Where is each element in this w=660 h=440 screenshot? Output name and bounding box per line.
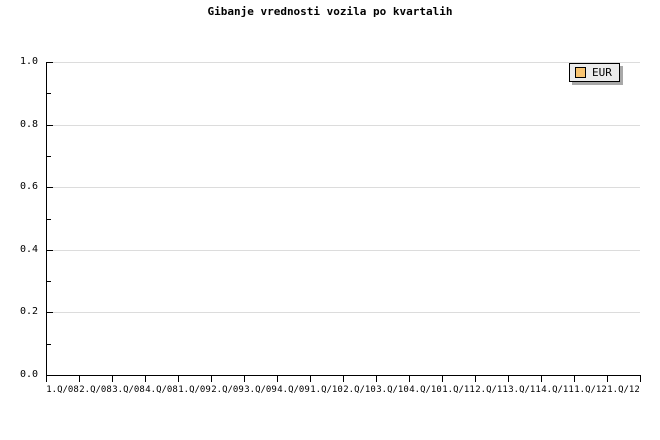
x-axis-label: 4.Q/10 — [409, 385, 442, 395]
x-axis-tick — [244, 376, 245, 382]
y-axis-label: 1.0 — [19, 56, 38, 67]
gridline — [47, 125, 640, 126]
x-axis-label: 1.Q/08 — [46, 385, 79, 395]
y-axis-minor-tick — [47, 281, 51, 282]
x-axis-tick — [343, 376, 344, 382]
legend-label-eur: EUR — [592, 66, 612, 79]
y-axis-minor-tick — [47, 344, 51, 345]
x-axis-label: 3.Q/09 — [244, 385, 277, 395]
y-axis-tick — [47, 375, 53, 376]
y-axis-tick — [47, 187, 53, 188]
x-axis-tick — [574, 376, 575, 382]
y-axis-label: 0.8 — [19, 119, 38, 130]
x-axis-tick — [211, 376, 212, 382]
plot-area — [46, 62, 640, 375]
y-axis-label: 0.6 — [19, 181, 38, 192]
y-axis-label: 0.2 — [19, 306, 38, 317]
x-axis-label: 3.Q/11 — [508, 385, 541, 395]
legend-swatch-eur — [575, 67, 586, 78]
x-axis-label: 2.Q/08 — [79, 385, 112, 395]
x-axis-label: 3.Q/08 — [112, 385, 145, 395]
y-axis-minor-tick — [47, 93, 51, 94]
y-axis-tick — [47, 62, 53, 63]
x-axis-line — [46, 375, 641, 376]
gridline — [47, 62, 640, 63]
x-axis-label: 1.Q/12 — [607, 385, 640, 395]
x-axis-tick — [640, 376, 641, 382]
x-axis-label: 4.Q/08 — [145, 385, 178, 395]
x-axis-label: 1.Q/09 — [178, 385, 211, 395]
x-axis-label: 1.Q/11 — [442, 385, 475, 395]
x-axis-tick — [310, 376, 311, 382]
x-axis-tick — [409, 376, 410, 382]
x-axis-tick — [178, 376, 179, 382]
y-axis-minor-tick — [47, 219, 51, 220]
x-axis-tick — [508, 376, 509, 382]
y-axis-label: 0.0 — [19, 369, 38, 380]
x-axis-label: 4.Q/09 — [277, 385, 310, 395]
x-axis-tick — [46, 376, 47, 382]
chart-title: Gibanje vrednosti vozila po kvartalih — [207, 5, 453, 18]
gridline — [47, 250, 640, 251]
gridline — [47, 187, 640, 188]
x-axis-label: 1.Q/10 — [310, 385, 343, 395]
x-axis-tick — [112, 376, 113, 382]
y-axis-line — [46, 62, 47, 376]
x-axis-tick — [277, 376, 278, 382]
x-axis-tick — [442, 376, 443, 382]
x-axis-label: 2.Q/10 — [343, 385, 376, 395]
x-axis-tick — [541, 376, 542, 382]
x-axis-label: 4.Q/11 — [541, 385, 574, 395]
y-axis-minor-tick — [47, 156, 51, 157]
x-axis-tick — [376, 376, 377, 382]
x-axis-tick — [607, 376, 608, 382]
y-axis-tick — [47, 312, 53, 313]
x-axis-tick — [475, 376, 476, 382]
chart-legend[interactable]: EUR — [569, 63, 620, 82]
x-axis-label: 2.Q/09 — [211, 385, 244, 395]
y-axis-tick — [47, 250, 53, 251]
x-axis-label: 2.Q/11 — [475, 385, 508, 395]
x-axis-tick — [79, 376, 80, 382]
y-axis-tick — [47, 125, 53, 126]
x-axis-label: 3.Q/10 — [376, 385, 409, 395]
x-axis-tick — [145, 376, 146, 382]
gridline — [47, 312, 640, 313]
y-axis-label: 0.4 — [19, 244, 38, 255]
x-axis-label: 1.Q/12 — [574, 385, 607, 395]
